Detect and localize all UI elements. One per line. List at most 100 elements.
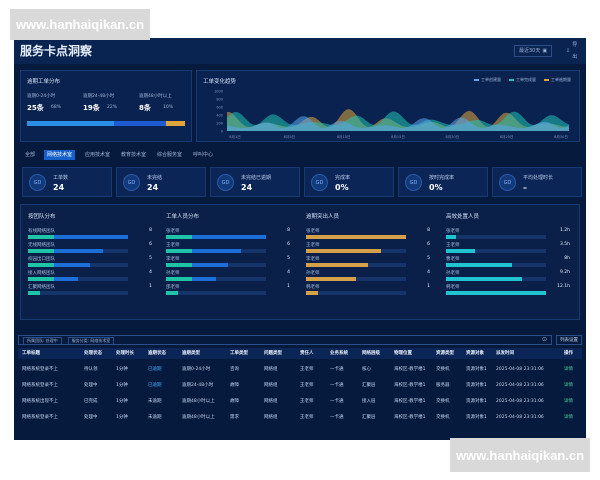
ticket-icon: GD <box>123 174 140 191</box>
chart-row-label: 无线网络团队 <box>28 243 55 248</box>
table-cell: 2025-04-08 23:31:06 <box>496 383 544 388</box>
table-row[interactable]: 网络系统登录不上 处理中 1分钟 已逾期 逾期24-48小时 故障 网络组 王老师 一卡通 汇聚层… <box>18 380 582 391</box>
table-cell: 已逾期 <box>148 367 162 372</box>
table-row[interactable]: 网络系统出现不上 已完成 1分钟 未逾期 逾期48小时以上 故障 网络组 王老师 一卡通 接入层 海… <box>18 396 582 407</box>
table-cell: 一卡通 <box>330 415 344 420</box>
trend-series-area <box>227 116 569 131</box>
chart-row-label: 曹老师 <box>446 257 460 262</box>
chart-bar-highlight <box>166 249 192 253</box>
column-header[interactable]: 处理时长 <box>116 351 134 356</box>
search-icon[interactable]: ⊙ <box>541 336 547 343</box>
trend-title: 工单变化趋势 <box>203 79 237 85</box>
table-cell: 一卡通 <box>330 399 344 404</box>
detail-link[interactable]: 详情 <box>564 415 573 420</box>
department-tab[interactable]: 应用技术室 <box>85 152 111 158</box>
page-title: 服务卡点洞察 <box>20 44 93 58</box>
column-header[interactable]: 操作 <box>564 351 573 356</box>
column-header[interactable]: 问题类型 <box>264 351 282 356</box>
chart-bar <box>166 263 228 267</box>
table-row[interactable]: 网络系统登录不上 待认领 1分钟 已逾期 逾期0-24小时 咨询 网络组 王老师 一卡通 核心 海校… <box>18 364 582 375</box>
department-tab[interactable]: 呼叫中心 <box>193 152 214 158</box>
chart-row-label: 韩老师 <box>306 285 320 290</box>
dist-bar-segment <box>166 121 185 126</box>
table-cell: 资源对象1 <box>466 367 487 372</box>
column-header[interactable]: 资源对象 <box>466 351 484 356</box>
column-header[interactable]: 工单标题 <box>22 351 40 356</box>
column-header[interactable]: 处理状态 <box>84 351 102 356</box>
y-tick-label: 800 <box>216 98 223 102</box>
table-cell: 交换机 <box>436 415 450 420</box>
table-cell: 处理中 <box>84 383 98 388</box>
y-tick-label: 200 <box>216 122 223 126</box>
table-cell: 已完成 <box>84 399 98 404</box>
column-header[interactable]: 业务系统 <box>330 351 348 356</box>
dist-group-pct: 68% <box>51 105 62 110</box>
table-cell: 待认领 <box>84 367 98 372</box>
detail-link[interactable]: 详情 <box>564 399 573 404</box>
column-header[interactable]: 逾期状态 <box>148 351 166 356</box>
dist-group-pct: 22% <box>107 105 118 110</box>
table-cell: 咨询 <box>230 367 239 372</box>
filter-chip[interactable]: 服务分类: 网络技术室 <box>67 337 115 345</box>
chart-title: 逾期突出人员 <box>306 214 340 220</box>
chart-row-label: 张老师 <box>446 229 460 234</box>
export-icon: ⇩ <box>566 48 571 54</box>
chart-row-label: 王老师 <box>446 243 460 248</box>
column-header[interactable]: 工单类型 <box>230 351 248 356</box>
table-cell: 网络组 <box>264 383 278 388</box>
filter-bar[interactable]: 所属团队: 处理中 服务分类: 网络技术室 ⊙ <box>18 335 552 345</box>
chart-row-label: 邵老师 <box>166 285 180 290</box>
column-header[interactable]: 派发时间 <box>496 351 514 356</box>
legend-item: 工单创建量 <box>474 77 501 83</box>
table-cell: 已逾期 <box>148 383 162 388</box>
table-cell: 资源对象1 <box>466 383 487 388</box>
table-cell: 一卡通 <box>330 367 344 372</box>
chart-bar-highlight <box>166 277 192 281</box>
department-tab[interactable]: 教育技术室 <box>121 152 147 158</box>
ticket-icon: GD <box>29 174 46 191</box>
department-tab[interactable]: 综合服务室 <box>157 152 183 158</box>
distribution-title: 逾期工单分布 <box>27 79 61 85</box>
kpi-label: 未完结 <box>147 175 163 181</box>
chart-bar-highlight <box>28 249 54 253</box>
x-tick-label: 8月10日 <box>337 134 351 139</box>
department-tab[interactable]: 网络技术室 <box>44 150 76 160</box>
column-header[interactable]: 资源类型 <box>436 351 454 356</box>
table-cell: 海校区-教学楼1 <box>394 415 426 420</box>
chart-row-value: 1 <box>287 284 290 289</box>
table-cell: 海校区-教学楼1 <box>394 383 426 388</box>
ticket-icon: GD <box>217 174 234 191</box>
chart-bar <box>306 291 318 295</box>
export-button[interactable]: ⇩ 导出 <box>562 42 586 60</box>
table-cell: 资源对象1 <box>466 415 487 420</box>
chart-row-value: 4 <box>287 270 290 275</box>
watermark-top: www.hanhaiqikan.cn <box>10 9 150 40</box>
table-cell: 海校区-教学楼1 <box>394 367 426 372</box>
filter-chip[interactable]: 所属团队: 处理中 <box>23 337 62 345</box>
chart-bar <box>446 249 475 253</box>
chart-bar-highlight <box>28 277 54 281</box>
column-header[interactable]: 物理位置 <box>394 351 412 356</box>
list-settings-button[interactable]: 列表设置 <box>556 335 582 345</box>
chart-bar-track <box>446 249 546 253</box>
table-cell: 网络系统出现不上 <box>22 399 58 404</box>
detail-link[interactable]: 详情 <box>564 383 573 388</box>
column-header[interactable]: 网络层级 <box>362 351 380 356</box>
legend-swatch <box>509 79 514 81</box>
column-header[interactable]: 责任人 <box>300 351 314 356</box>
chart-row-label: 接入网络团队 <box>28 271 55 276</box>
table-cell: 故障 <box>230 399 239 404</box>
table-cell: 王老师 <box>300 383 314 388</box>
chart-row-value: 8 <box>427 228 430 233</box>
chart-row-value: 8 <box>149 228 152 233</box>
overdue-distribution-panel: 逾期工单分布 逾期0-24小时 25条 68% 逾期24-48小时 19条 22% 逾期48… <box>20 70 192 142</box>
table-cell: 网络系统登录不上 <box>22 383 58 388</box>
table-cell: 网络组 <box>264 367 278 372</box>
table-row[interactable]: 网络系统登录不上 处理中 1分钟 未逾期 逾期48小时以上 需求 网络组 王老师 一卡通 汇聚层 海… <box>18 412 582 423</box>
column-header[interactable]: 逾期类型 <box>182 351 200 356</box>
date-range-button[interactable]: 最近30天 ▣ <box>514 45 553 57</box>
dist-group-label: 逾期0-24小时 <box>27 94 56 99</box>
department-tab[interactable]: 全部 <box>25 152 36 158</box>
detail-link[interactable]: 详情 <box>564 367 573 372</box>
chart-bar-highlight <box>28 291 40 295</box>
